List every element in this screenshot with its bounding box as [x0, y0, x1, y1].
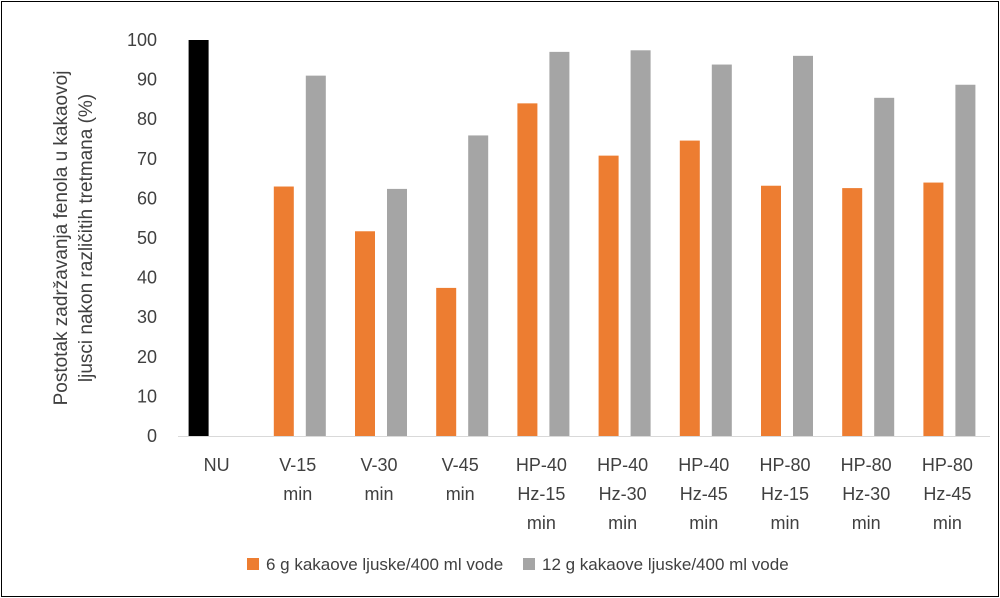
x-tick-label-line: min	[852, 513, 881, 533]
bar-series-1	[842, 188, 863, 436]
legend: 6 g kakaove ljuske/400 ml vode 12 g kakao…	[247, 555, 789, 574]
x-tick-label-line: min	[527, 513, 556, 533]
legend-label: 12 g kakaove ljuske/400 ml vode	[542, 555, 789, 574]
x-tick-label: HP-80 Hz-30 min	[841, 455, 892, 533]
y-tick-label: 40	[137, 268, 157, 288]
x-tick-label: HP-80 Hz-45 min	[922, 455, 973, 533]
y-axis-label-line-2: ljusci nakon različitih tretmana (%)	[76, 94, 97, 382]
x-tick-label-line: Hz-30	[842, 484, 890, 504]
x-tick-label-line: min	[689, 513, 718, 533]
x-tick-label-line: HP-40	[516, 455, 567, 475]
bar-series-2	[630, 50, 651, 437]
bar-series-1	[679, 140, 700, 437]
legend-swatch	[247, 558, 259, 570]
y-tick-label: 20	[137, 347, 157, 367]
bar-series-1	[517, 103, 538, 437]
x-tick-label-line: min	[770, 513, 799, 533]
x-tick-label: HP-40 Hz-30 min	[597, 455, 648, 533]
x-tick-label-line: HP-80	[759, 455, 810, 475]
bar-series-2	[711, 64, 732, 436]
bar-series-2	[305, 75, 326, 436]
x-tick-label-line: HP-80	[922, 455, 973, 475]
y-tick-label: 10	[137, 386, 157, 406]
bar-series-1	[436, 287, 457, 436]
bar-reference	[188, 40, 209, 436]
y-axis-label-line-1: Postotak zadržavanja fenola u kakaovoj	[51, 71, 72, 406]
bar-series-2	[387, 188, 407, 436]
y-tick-label: 90	[137, 70, 157, 90]
x-tick-label: HP-80 Hz-15 min	[759, 455, 810, 533]
x-tick-label-line: min	[608, 513, 637, 533]
bar-series-2	[793, 55, 813, 437]
bar-series-1	[598, 155, 619, 436]
x-tick-label-line: HP-80	[841, 455, 892, 475]
x-tick-label-line: HP-40	[597, 455, 648, 475]
x-tick-label: HP-40 Hz-45 min	[678, 455, 729, 533]
bar-series-1	[355, 231, 375, 436]
x-tick-label-line: Hz-15	[517, 484, 565, 504]
x-tick-label: NU	[204, 455, 230, 475]
x-tick-label-line: V-15	[279, 455, 316, 475]
bar-series-1	[761, 185, 781, 436]
y-tick-label: 30	[137, 307, 157, 327]
x-tick-label-line: Hz-45	[680, 484, 728, 504]
x-tick-label-line: Hz-30	[599, 484, 647, 504]
x-tick-label-line: Hz-45	[923, 484, 971, 504]
y-axis-ticks: 0 10 20 30 40 50 60 70 80 90 100	[127, 30, 157, 446]
legend-item-series-1: 6 g kakaove ljuske/400 ml vode	[247, 555, 503, 574]
bar-series-2	[549, 51, 570, 436]
x-tick-label-line: min	[933, 513, 962, 533]
legend-label: 6 g kakaove ljuske/400 ml vode	[266, 555, 503, 574]
x-tick-label-line: V-30	[360, 455, 397, 475]
x-tick-label-line: min	[283, 484, 312, 504]
x-tick-label: V-30 min	[360, 455, 397, 504]
bar-series-1	[923, 182, 944, 436]
legend-swatch	[523, 558, 535, 570]
y-tick-label: 0	[147, 426, 157, 446]
x-axis-ticks: NU V-15minV-30minV-45minHP-40Hz-15minHP-4…	[204, 455, 973, 533]
bar-series-2	[955, 84, 976, 437]
x-tick-label-line: Hz-15	[761, 484, 809, 504]
x-tick-label: HP-40 Hz-15 min	[516, 455, 567, 533]
x-tick-label-line: NU	[204, 455, 230, 475]
x-tick-label-line: min	[446, 484, 475, 504]
x-tick-label: V-45 min	[442, 455, 479, 504]
legend-item-series-2: 12 g kakaove ljuske/400 ml vode	[523, 555, 789, 574]
y-tick-label: 50	[137, 228, 157, 248]
bar-series-2	[468, 135, 489, 436]
bar-series-2	[874, 97, 895, 436]
y-axis-label: Postotak zadržavanja fenola u kakaovoj lj…	[51, 71, 97, 406]
x-tick-label: V-15 min	[279, 455, 316, 504]
y-tick-label: 60	[137, 188, 157, 208]
y-tick-label: 80	[137, 109, 157, 129]
bars	[188, 40, 976, 437]
x-tick-label-line: V-45	[442, 455, 479, 475]
y-tick-label: 100	[127, 30, 157, 50]
x-tick-label-line: HP-40	[678, 455, 729, 475]
y-tick-label: 70	[137, 149, 157, 169]
x-tick-label-line: min	[364, 484, 393, 504]
bar-series-1	[273, 186, 294, 436]
